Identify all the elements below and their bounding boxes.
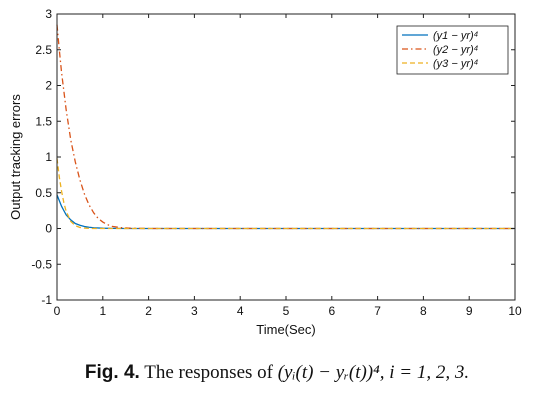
- x-tick-label: 4: [237, 304, 244, 318]
- y-tick-label: 0.5: [35, 186, 52, 200]
- x-tick-label: 7: [374, 304, 381, 318]
- y-tick-label: 3: [45, 7, 52, 21]
- x-tick-label: 0: [54, 304, 61, 318]
- series-layer: [56, 24, 515, 230]
- x-tick-label: 10: [508, 304, 522, 318]
- y-axis: -1 -0.5 0 0.5 1 1.5 2 2.5 3: [31, 7, 515, 307]
- x-tick-label: 2: [145, 304, 152, 318]
- legend-label-3: (y3 − yr)⁴: [433, 58, 479, 70]
- figure-caption: Fig. 4. The responses of (yᵢ(t) − yᵣ(t))…: [0, 362, 554, 384]
- x-axis: 0 1 2 3 4 5 6 7 8 9 10: [54, 14, 522, 318]
- figure-label: Fig. 4.: [84, 362, 140, 383]
- y-tick-label: 0: [45, 222, 52, 236]
- y-tick-label: -1: [41, 293, 52, 307]
- x-tick-label: 1: [99, 304, 106, 318]
- caption-expression: (yᵢ(t) − yᵣ(t))⁴, i = 1, 2, 3.: [277, 362, 470, 383]
- legend-box: [396, 25, 509, 75]
- x-axis-label: Time(Sec): [256, 322, 315, 337]
- x-tick-label: 5: [283, 304, 290, 318]
- y-tick-label: 1: [45, 150, 52, 164]
- x-tick-label: 8: [420, 304, 427, 318]
- y-axis-label: Output tracking errors: [8, 94, 23, 220]
- series-line-3: [56, 158, 515, 230]
- legend: (y1 − yr)⁴ (y2 − yr)⁴ (y3 − yr)⁴: [396, 25, 509, 75]
- x-tick-label: 6: [328, 304, 335, 318]
- y-tick-label: -0.5: [31, 257, 52, 271]
- legend-label-1: (y1 − yr)⁴: [433, 30, 479, 42]
- y-tick-label: 2.5: [35, 43, 52, 57]
- y-tick-label: 2: [45, 79, 52, 93]
- y-tick-label: 1.5: [35, 114, 52, 128]
- caption-text: The responses of: [144, 362, 278, 383]
- x-tick-label: 9: [466, 304, 473, 318]
- legend-label-2: (y2 − yr)⁴: [433, 44, 479, 56]
- x-tick-label: 3: [191, 304, 198, 318]
